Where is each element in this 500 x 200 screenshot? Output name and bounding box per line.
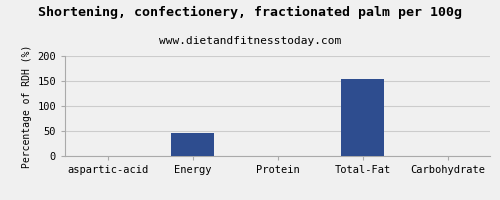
Y-axis label: Percentage of RDH (%): Percentage of RDH (%) xyxy=(22,44,32,168)
Bar xyxy=(341,78,384,156)
Text: Shortening, confectionery, fractionated palm per 100g: Shortening, confectionery, fractionated … xyxy=(38,6,462,19)
Bar xyxy=(171,133,214,156)
Text: www.dietandfitnesstoday.com: www.dietandfitnesstoday.com xyxy=(159,36,341,46)
